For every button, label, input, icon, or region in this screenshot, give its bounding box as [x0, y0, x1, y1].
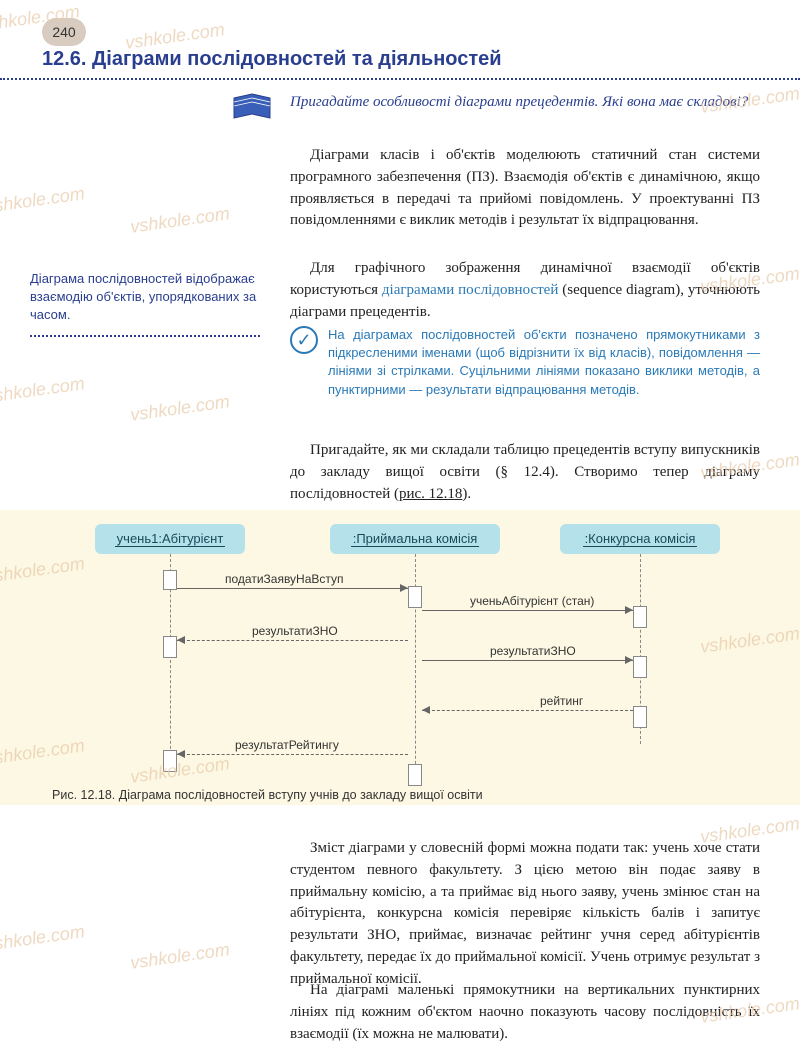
- message-label: результатРейтингу: [235, 738, 339, 752]
- para3-post: ).: [462, 486, 471, 502]
- watermark: vshkole.com: [0, 373, 86, 408]
- activation-bar: [408, 586, 422, 608]
- watermark: vshkole.com: [129, 391, 231, 426]
- message-line: [422, 610, 633, 611]
- watermark: vshkole.com: [129, 203, 231, 238]
- check-icon: ✓: [290, 326, 318, 354]
- sequence-object: :Конкурсна комісія: [560, 524, 720, 554]
- message-arrow: [400, 584, 408, 592]
- message-line: [177, 754, 408, 755]
- callout-question: Пригадайте особливості діаграми прецеден…: [290, 92, 760, 112]
- paragraph-1: Діаграми класів і об'єктів моделюють ста…: [290, 145, 760, 232]
- sequence-object: :Приймальна комісія: [330, 524, 500, 554]
- section-heading: 12.6. Діаграми послідовностей та діяльно…: [42, 48, 502, 71]
- message-arrow: [625, 656, 633, 664]
- page-number: 240: [52, 24, 75, 40]
- watermark: vshkole.com: [0, 183, 86, 218]
- page-number-badge: 240: [42, 18, 86, 46]
- paragraph-5: На діаграмі маленькі прямокутники на вер…: [290, 980, 760, 1045]
- message-label: рейтинг: [540, 694, 583, 708]
- message-arrow: [625, 606, 633, 614]
- watermark: vshkole.com: [129, 939, 231, 974]
- activation-bar: [163, 636, 177, 658]
- para3-pre: Пригадайте, як ми складали таблицю преце…: [290, 442, 760, 502]
- message-line: [177, 640, 408, 641]
- heading-divider: [0, 78, 800, 80]
- books-icon: [230, 90, 274, 126]
- watermark: vshkole.com: [0, 921, 86, 956]
- sequence-diagram-link: діаграмами послідовностей: [382, 282, 558, 298]
- paragraph-2: Для графічного зображення динамічної вза…: [290, 258, 760, 323]
- message-label: ученьАбітурієнт (стан): [470, 594, 594, 608]
- sequence-object: учень1:Абітурієнт: [95, 524, 245, 554]
- activation-bar: [633, 606, 647, 628]
- message-arrow: [177, 636, 185, 644]
- message-label: податиЗаявуНаВступ: [225, 572, 344, 586]
- message-line: [422, 710, 633, 711]
- paragraph-4: Зміст діаграми у словесній формі можна п…: [290, 838, 760, 990]
- paragraph-3: Пригадайте, як ми складали таблицю преце…: [290, 440, 760, 505]
- message-arrow: [422, 706, 430, 714]
- message-arrow: [177, 750, 185, 758]
- message-label: результатиЗНО: [252, 624, 338, 638]
- check-callout-text: На діаграмах послідовностей об'єкти позн…: [328, 326, 760, 399]
- activation-bar: [163, 750, 177, 772]
- message-line: [177, 588, 408, 589]
- sidebar-definition: Діаграма послідовностей відображає взаєм…: [30, 270, 260, 337]
- message-line: [422, 660, 633, 661]
- activation-bar: [633, 656, 647, 678]
- figure-reference: рис. 12.18: [399, 486, 462, 502]
- message-label: результатиЗНО: [490, 644, 576, 658]
- activation-bar: [633, 706, 647, 728]
- activation-bar: [163, 570, 177, 590]
- figure-caption: Рис. 12.18. Діаграма послідовностей всту…: [52, 788, 483, 802]
- sequence-diagram: Рис. 12.18. Діаграма послідовностей всту…: [0, 510, 800, 805]
- activation-bar: [408, 764, 422, 786]
